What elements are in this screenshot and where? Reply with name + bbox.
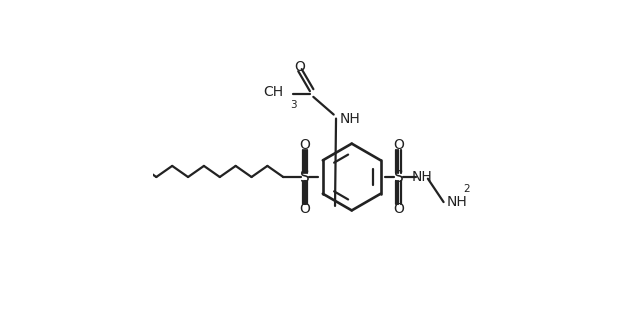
Text: CH: CH xyxy=(263,85,284,99)
Text: O: O xyxy=(393,202,404,216)
Text: O: O xyxy=(300,202,310,216)
Text: NH: NH xyxy=(447,195,468,209)
Text: O: O xyxy=(393,138,404,152)
Text: S: S xyxy=(394,170,403,184)
Text: 2: 2 xyxy=(463,184,470,194)
Text: 3: 3 xyxy=(291,100,297,110)
Text: O: O xyxy=(294,60,305,74)
Text: O: O xyxy=(300,138,310,152)
Text: S: S xyxy=(300,170,310,184)
Text: NH: NH xyxy=(339,112,360,126)
Text: NH: NH xyxy=(412,170,432,184)
